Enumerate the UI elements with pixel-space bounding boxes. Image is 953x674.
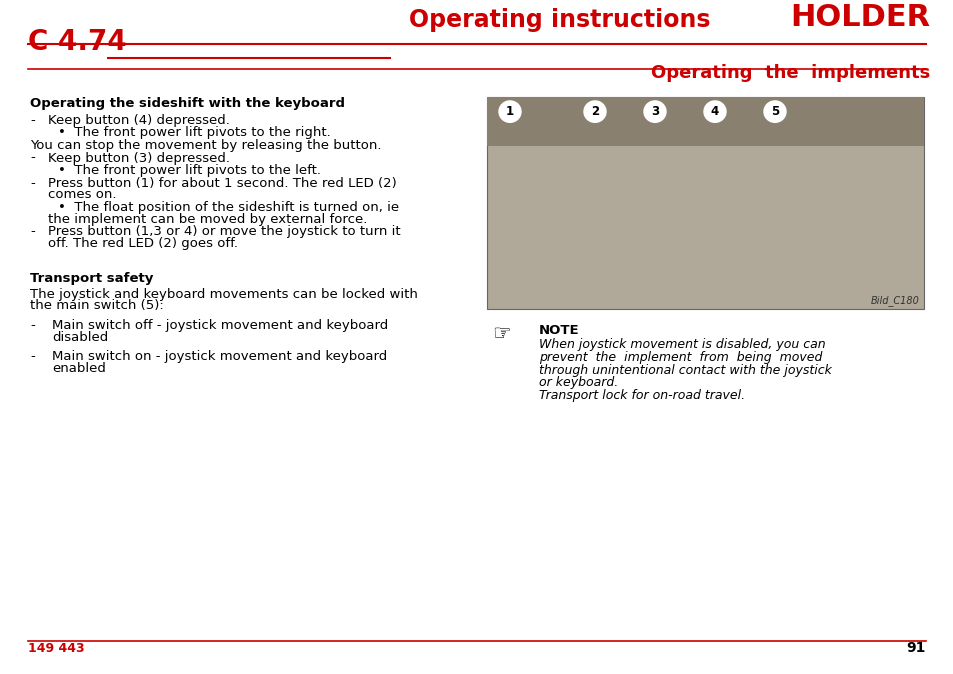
Text: off. The red LED (2) goes off.: off. The red LED (2) goes off. bbox=[48, 237, 237, 250]
Circle shape bbox=[498, 101, 520, 122]
Text: -: - bbox=[30, 226, 34, 239]
Text: NOTE: NOTE bbox=[538, 324, 579, 337]
Text: •  The front power lift pivots to the left.: • The front power lift pivots to the lef… bbox=[58, 164, 320, 177]
FancyBboxPatch shape bbox=[486, 97, 923, 309]
Text: Operating  the  implements: Operating the implements bbox=[650, 65, 929, 82]
Text: Transport lock for on-road travel.: Transport lock for on-road travel. bbox=[538, 389, 744, 402]
Text: the main switch (5):: the main switch (5): bbox=[30, 299, 164, 313]
Text: enabled: enabled bbox=[52, 362, 106, 375]
Text: Operating instructions: Operating instructions bbox=[409, 8, 710, 32]
Text: •  The float position of the sideshift is turned on, ie: • The float position of the sideshift is… bbox=[58, 201, 398, 214]
Text: 5: 5 bbox=[770, 105, 779, 118]
Text: Press button (1,3 or 4) or move the joystick to turn it: Press button (1,3 or 4) or move the joys… bbox=[48, 226, 400, 239]
Circle shape bbox=[643, 101, 665, 122]
Text: -: - bbox=[30, 152, 34, 164]
Text: prevent  the  implement  from  being  moved: prevent the implement from being moved bbox=[538, 351, 821, 364]
Circle shape bbox=[703, 101, 725, 122]
Circle shape bbox=[583, 101, 605, 122]
Circle shape bbox=[763, 101, 785, 122]
Text: -: - bbox=[30, 114, 34, 127]
Text: -: - bbox=[30, 177, 34, 190]
FancyBboxPatch shape bbox=[486, 97, 923, 146]
Text: 3: 3 bbox=[650, 105, 659, 118]
Text: -: - bbox=[30, 319, 34, 332]
Text: Keep button (4) depressed.: Keep button (4) depressed. bbox=[48, 114, 230, 127]
Text: ☞: ☞ bbox=[492, 324, 510, 344]
Text: 91: 91 bbox=[905, 640, 925, 654]
Text: Main switch on - joystick movement and keyboard: Main switch on - joystick movement and k… bbox=[52, 350, 387, 363]
Text: 1: 1 bbox=[505, 105, 514, 118]
Text: The joystick and keyboard movements can be locked with: The joystick and keyboard movements can … bbox=[30, 288, 417, 301]
Text: Keep button (3) depressed.: Keep button (3) depressed. bbox=[48, 152, 230, 164]
Text: •  The front power lift pivots to the right.: • The front power lift pivots to the rig… bbox=[58, 126, 331, 140]
Text: You can stop the movement by releasing the button.: You can stop the movement by releasing t… bbox=[30, 139, 381, 152]
Text: through unintentional contact with the joystick: through unintentional contact with the j… bbox=[538, 364, 831, 377]
Text: HOLDER: HOLDER bbox=[789, 3, 929, 32]
Text: 149 443: 149 443 bbox=[28, 642, 85, 654]
Text: C 4.74: C 4.74 bbox=[28, 28, 127, 56]
Text: 2: 2 bbox=[590, 105, 598, 118]
Text: disabled: disabled bbox=[52, 330, 108, 344]
Text: -: - bbox=[30, 350, 34, 363]
Text: When joystick movement is disabled, you can: When joystick movement is disabled, you … bbox=[538, 338, 824, 351]
Text: comes on.: comes on. bbox=[48, 189, 116, 202]
Text: Operating the sideshift with the keyboard: Operating the sideshift with the keyboar… bbox=[30, 97, 345, 110]
Text: Main switch off - joystick movement and keyboard: Main switch off - joystick movement and … bbox=[52, 319, 388, 332]
Text: 4: 4 bbox=[710, 105, 719, 118]
Text: Transport safety: Transport safety bbox=[30, 272, 153, 285]
Text: the implement can be moved by external force.: the implement can be moved by external f… bbox=[48, 213, 367, 226]
Text: or keyboard.: or keyboard. bbox=[538, 376, 618, 390]
Text: Press button (1) for about 1 second. The red LED (2): Press button (1) for about 1 second. The… bbox=[48, 177, 396, 190]
Text: Bild_C180: Bild_C180 bbox=[870, 295, 919, 306]
